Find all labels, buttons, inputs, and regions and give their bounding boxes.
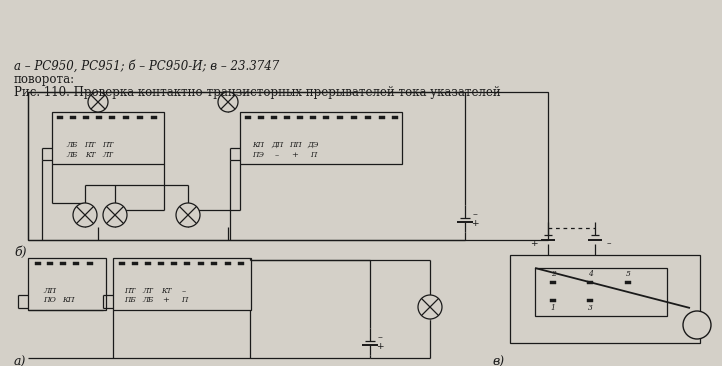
Bar <box>510 255 700 343</box>
Text: –: – <box>275 151 279 159</box>
Text: ЛБ: ЛБ <box>142 296 154 304</box>
Text: ЛТ: ЛТ <box>142 287 154 295</box>
Bar <box>351 116 357 119</box>
Text: КТ: КТ <box>161 287 171 295</box>
Circle shape <box>176 203 200 227</box>
Bar <box>297 116 303 119</box>
Text: –: – <box>606 239 612 249</box>
Text: П: П <box>310 151 316 159</box>
Bar <box>28 92 548 240</box>
Bar <box>47 261 53 265</box>
Bar <box>119 261 125 265</box>
Circle shape <box>103 203 127 227</box>
Text: поворота:: поворота: <box>14 73 75 86</box>
Bar <box>158 261 164 265</box>
Text: 2: 2 <box>551 270 555 278</box>
Bar <box>113 258 251 310</box>
Text: ПБ: ПБ <box>124 296 136 304</box>
Text: 1: 1 <box>551 304 555 312</box>
Bar <box>184 261 190 265</box>
Text: +: + <box>162 296 170 304</box>
Bar <box>240 112 402 164</box>
Bar <box>83 116 89 119</box>
Bar <box>245 116 251 119</box>
Bar <box>310 116 316 119</box>
Bar <box>123 116 129 119</box>
Text: +: + <box>376 342 384 351</box>
Bar <box>625 280 631 284</box>
Bar <box>271 116 277 119</box>
Bar <box>550 280 556 284</box>
Bar <box>137 116 143 119</box>
Bar <box>52 112 164 164</box>
Bar <box>258 116 264 119</box>
Text: ПТ: ПТ <box>84 141 95 149</box>
Bar <box>145 261 151 265</box>
Bar <box>379 116 385 119</box>
Text: ЛТ: ЛТ <box>103 151 113 159</box>
Bar <box>57 116 63 119</box>
Circle shape <box>218 92 238 112</box>
Text: ПП: ПП <box>289 141 301 149</box>
Circle shape <box>418 295 442 319</box>
Bar <box>73 261 79 265</box>
Text: а – РС950, РС951; б – РС950-И; в – 23.3747: а – РС950, РС951; б – РС950-И; в – 23.37… <box>14 60 279 73</box>
Text: П: П <box>180 296 187 304</box>
Bar <box>587 280 593 284</box>
Bar <box>151 116 157 119</box>
Circle shape <box>73 203 97 227</box>
Bar <box>28 258 106 310</box>
Text: б): б) <box>14 246 27 259</box>
Bar <box>70 116 76 119</box>
Text: КП: КП <box>252 141 264 149</box>
Text: ПО: ПО <box>43 296 56 304</box>
Text: ПЭ: ПЭ <box>252 151 264 159</box>
Bar <box>132 261 138 265</box>
Bar <box>337 116 343 119</box>
Text: ДП: ДП <box>271 141 283 149</box>
Bar <box>60 261 66 265</box>
Bar <box>198 261 204 265</box>
Bar <box>238 261 244 265</box>
Bar <box>365 116 371 119</box>
Circle shape <box>88 92 108 112</box>
Bar <box>225 261 231 265</box>
Text: КТ: КТ <box>84 151 95 159</box>
Text: +: + <box>471 219 479 228</box>
Bar <box>587 299 593 302</box>
Bar <box>550 299 556 302</box>
Text: 4: 4 <box>588 270 593 278</box>
Text: +: + <box>292 151 298 159</box>
Text: Рис. 110. Проверка контактно-транзисторных прерывателей тока указателей: Рис. 110. Проверка контактно-транзисторн… <box>14 86 501 99</box>
Text: 5: 5 <box>625 270 630 278</box>
Bar <box>35 261 41 265</box>
Bar <box>323 116 329 119</box>
Circle shape <box>683 311 711 339</box>
Text: ПТ: ПТ <box>103 141 113 149</box>
Text: ЛБ: ЛБ <box>66 141 78 149</box>
Bar <box>109 116 115 119</box>
Bar <box>535 268 667 316</box>
Text: а): а) <box>14 356 27 366</box>
Text: –: – <box>182 287 186 295</box>
Bar <box>87 261 93 265</box>
Bar <box>284 116 290 119</box>
Text: КП: КП <box>62 296 74 304</box>
Text: +: + <box>530 239 538 249</box>
Bar <box>392 116 398 119</box>
Text: –: – <box>473 210 477 219</box>
Bar <box>171 261 177 265</box>
Text: 3: 3 <box>588 304 593 312</box>
Text: ЛБ: ЛБ <box>66 151 78 159</box>
Text: ПТ: ПТ <box>124 287 136 295</box>
Text: ДЭ: ДЭ <box>308 141 318 149</box>
Text: в): в) <box>492 356 504 366</box>
Bar <box>211 261 217 265</box>
Bar <box>96 116 102 119</box>
Text: –: – <box>378 333 383 342</box>
Text: ЛП: ЛП <box>43 287 56 295</box>
